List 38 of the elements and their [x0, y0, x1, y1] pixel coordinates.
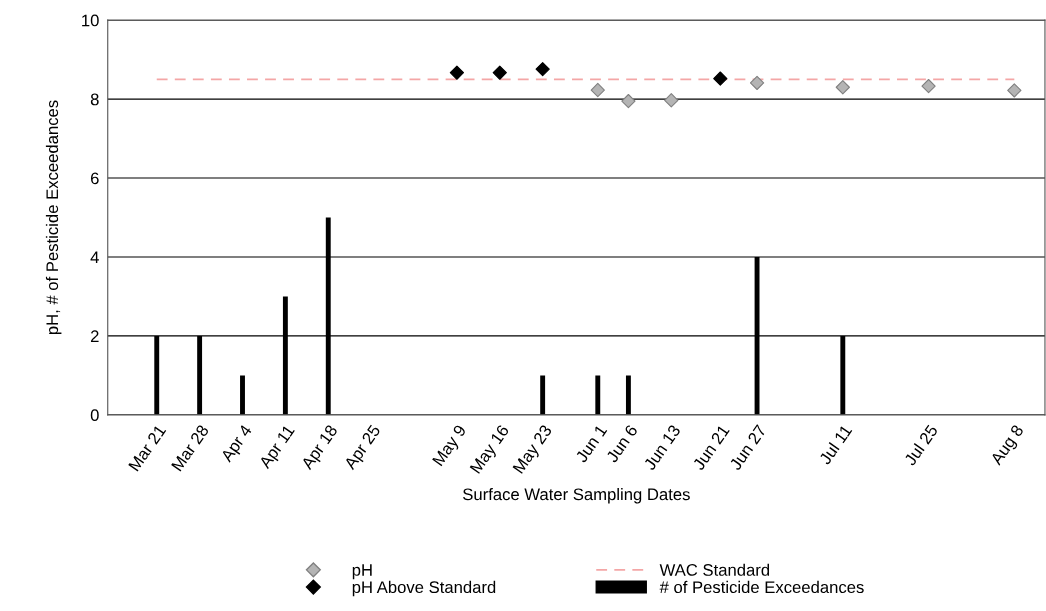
bar — [540, 375, 546, 415]
x-tick-label: Jun 13 — [643, 424, 681, 471]
point — [492, 65, 507, 80]
point — [921, 78, 936, 94]
bar — [595, 375, 601, 415]
point — [835, 80, 850, 95]
point — [449, 65, 465, 80]
legend-label: pH — [352, 564, 372, 580]
y-tick-label: 6 — [90, 172, 99, 185]
legend-label: # of Pesticide Exceedances — [659, 580, 864, 594]
x-tick-label: Jul 25 — [903, 423, 939, 467]
legend-label: WAC Standard — [659, 563, 770, 576]
x-tick-label: Jun 21 — [692, 424, 730, 471]
point — [535, 61, 550, 77]
x-tick-label: Apr 25 — [343, 424, 384, 473]
point — [713, 71, 728, 86]
point — [664, 93, 679, 108]
y-axis-title: pH, # of Pesticide Exceedances — [45, 100, 62, 335]
x-tick-label: Jul 11 — [818, 423, 853, 466]
y-tick-label: 0 — [90, 409, 99, 422]
x-tick-label: Mar 21 — [128, 424, 167, 472]
x-axis-title: Surface Water Sampling Dates — [463, 487, 690, 504]
bar — [625, 375, 631, 415]
x-tick-label: Jun 1 — [575, 424, 608, 464]
y-tick-label: 2 — [90, 330, 99, 342]
point — [749, 75, 765, 91]
point — [1007, 83, 1022, 98]
bar — [240, 375, 245, 415]
y-tick-label: 10 — [82, 14, 99, 27]
y-tick-label: 8 — [90, 93, 99, 106]
point — [621, 93, 636, 109]
x-tick-label: Apr 18 — [300, 424, 341, 473]
x-tick-label: Mar 28 — [171, 424, 210, 472]
y-tick-label: 4 — [90, 251, 99, 264]
legend-label: pH Above Standard — [352, 580, 496, 597]
x-tick-label: Apr 11 — [258, 424, 298, 472]
point — [590, 82, 605, 98]
x-tick-label: Apr 4 — [220, 423, 255, 465]
